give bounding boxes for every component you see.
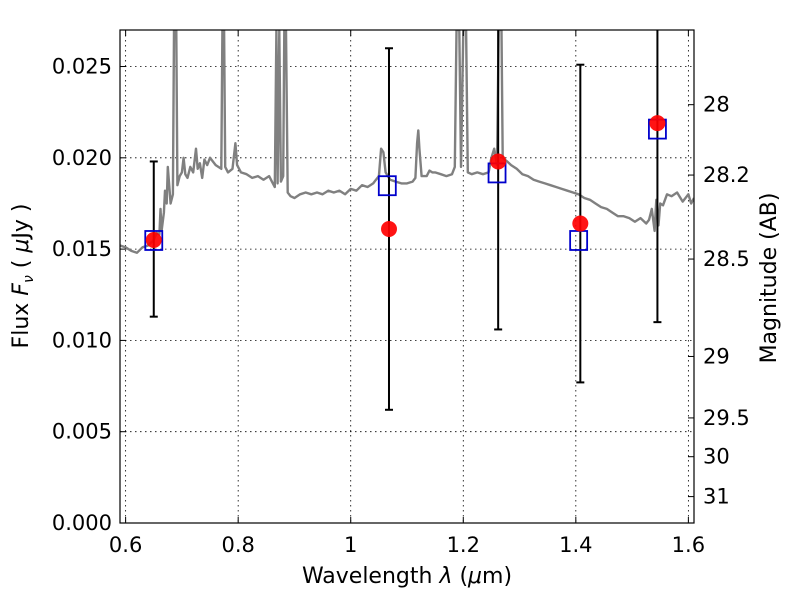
- y-tick-label: 0.015: [52, 237, 112, 261]
- marker-layer: [144, 115, 667, 251]
- y2-tick-label: 31: [703, 485, 730, 509]
- observed-flux-point: [572, 215, 589, 232]
- model-band-square: [377, 175, 397, 197]
- tick-labels: 0.6 0.8 1 1.2 1.4 1.6 0.000 0.005 0.010 0.015 0.02…: [52, 55, 750, 557]
- y2-tick-label: 28.2: [703, 163, 750, 187]
- y2-tick-label: 29.5: [703, 406, 750, 430]
- x-tick-label: 0.8: [221, 533, 254, 557]
- tick-marks: [120, 30, 694, 524]
- observed-flux-point: [380, 221, 397, 238]
- plot-frame: [119, 29, 695, 524]
- x-tick-label: 1: [344, 533, 357, 557]
- model-band-square: [144, 230, 164, 251]
- x-tick-label: 1.6: [672, 533, 705, 557]
- observed-flux-point: [490, 153, 507, 170]
- right-axis-title: Magnitude (AB): [757, 193, 782, 364]
- y2-tick-label: 29: [703, 344, 730, 368]
- spectrum-layer: [120, 30, 694, 254]
- model-band-square: [569, 230, 589, 251]
- y-tick-label: 0.000: [52, 511, 112, 535]
- x-tick-label: 1.2: [447, 533, 480, 557]
- spectrum-line: [120, 30, 694, 254]
- x-tick-label: 0.6: [109, 533, 142, 557]
- y-tick-label: 0.025: [52, 55, 112, 79]
- observed-flux-point: [145, 231, 162, 248]
- observed-flux-point: [649, 115, 666, 132]
- y-tick-label: 0.010: [52, 328, 112, 352]
- grid: [120, 30, 694, 524]
- y2-tick-label: 30: [703, 445, 730, 469]
- x-axis-title: Wavelength λ (μm): [302, 564, 512, 589]
- y-axis-title: Flux Fν ( μJy ): [9, 204, 37, 349]
- x-tick-label: 1.4: [559, 533, 592, 557]
- y-tick-label: 0.005: [52, 420, 112, 444]
- y-tick-label: 0.020: [52, 146, 112, 170]
- error-bar-layer: [149, 30, 662, 411]
- y2-tick-label: 28: [703, 93, 730, 117]
- y2-tick-label: 28.5: [703, 247, 750, 271]
